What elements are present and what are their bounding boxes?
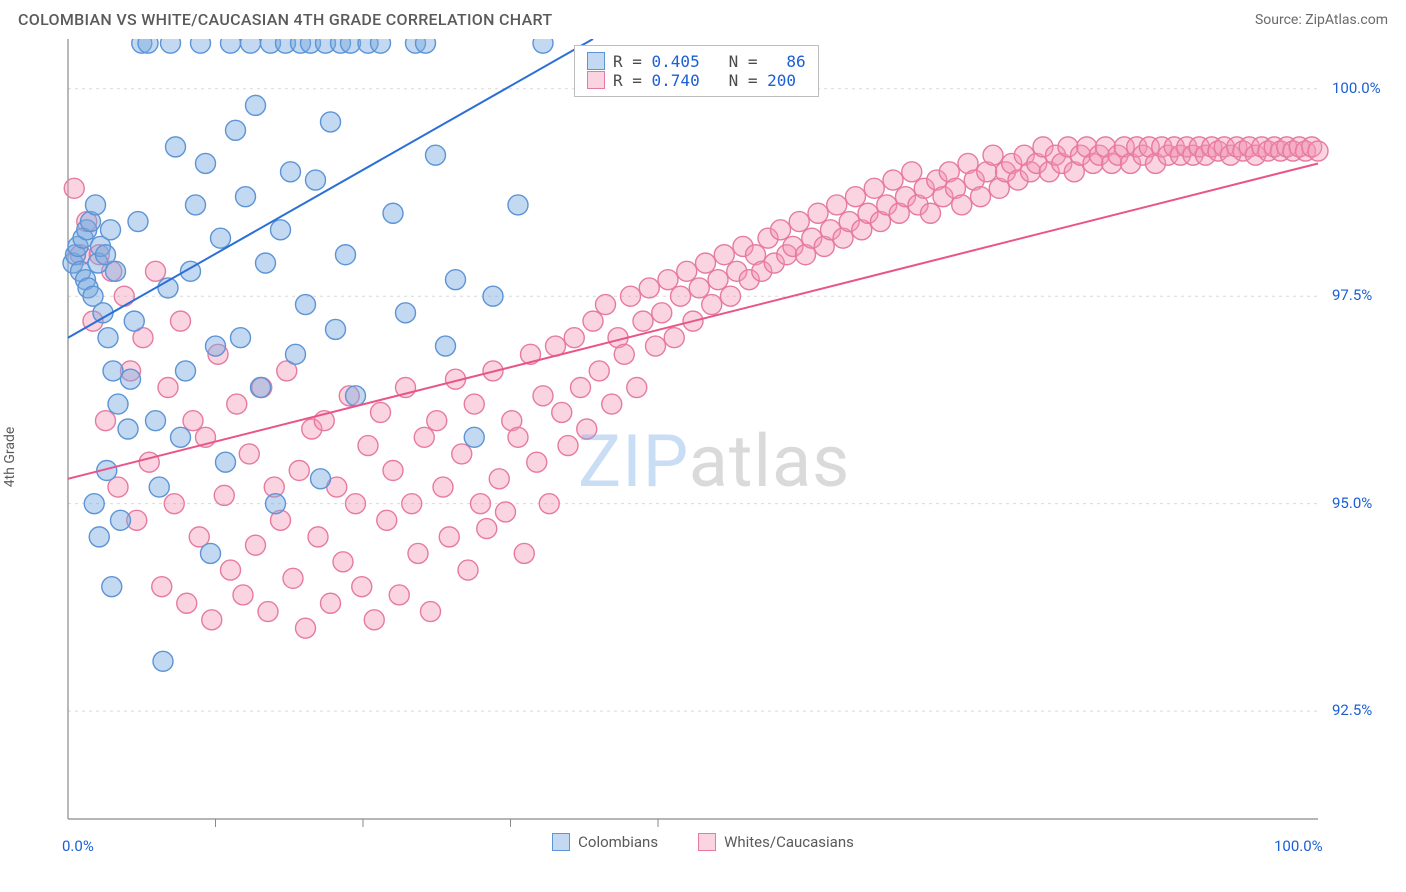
n-value: 86 — [767, 52, 806, 71]
n-label: N = — [700, 52, 767, 71]
legend-item: Whites/Caucasians — [698, 833, 854, 851]
y-tick-label: 92.5% — [1332, 701, 1372, 719]
legend-label: Colombians — [578, 833, 658, 851]
series-swatch — [587, 71, 605, 89]
series-swatch — [698, 833, 716, 851]
series-legend: Colombians Whites/Caucasians — [18, 833, 1388, 851]
stats-row: R = 0.740 N = 200 — [587, 71, 806, 90]
n-label: N = — [700, 71, 767, 90]
y-tick-label: 95.0% — [1332, 494, 1372, 512]
chart-area: 4th Grade ZIPatlas R = 0.405 N = 86R = 0… — [18, 39, 1388, 859]
scatter-plot — [18, 39, 1388, 859]
chart-source: Source: ZipAtlas.com — [1255, 12, 1388, 28]
y-tick-label: 100.0% — [1332, 79, 1381, 97]
stats-row: R = 0.405 N = 86 — [587, 52, 806, 71]
series-swatch — [552, 833, 570, 851]
series-swatch — [587, 52, 605, 70]
legend-label: Whites/Caucasians — [724, 833, 854, 851]
chart-header: COLOMBIAN VS WHITE/CAUCASIAN 4TH GRADE C… — [0, 0, 1406, 35]
r-value: 0.740 — [652, 71, 700, 90]
stats-box: R = 0.405 N = 86R = 0.740 N = 200 — [574, 45, 819, 97]
r-value: 0.405 — [652, 52, 700, 71]
y-axis-title: 4th Grade — [2, 427, 18, 488]
r-label: R = — [613, 52, 652, 71]
n-value: 200 — [767, 71, 796, 90]
r-label: R = — [613, 71, 652, 90]
y-tick-label: 97.5% — [1332, 286, 1372, 304]
legend-item: Colombians — [552, 833, 658, 851]
chart-title: COLOMBIAN VS WHITE/CAUCASIAN 4TH GRADE C… — [18, 10, 552, 29]
